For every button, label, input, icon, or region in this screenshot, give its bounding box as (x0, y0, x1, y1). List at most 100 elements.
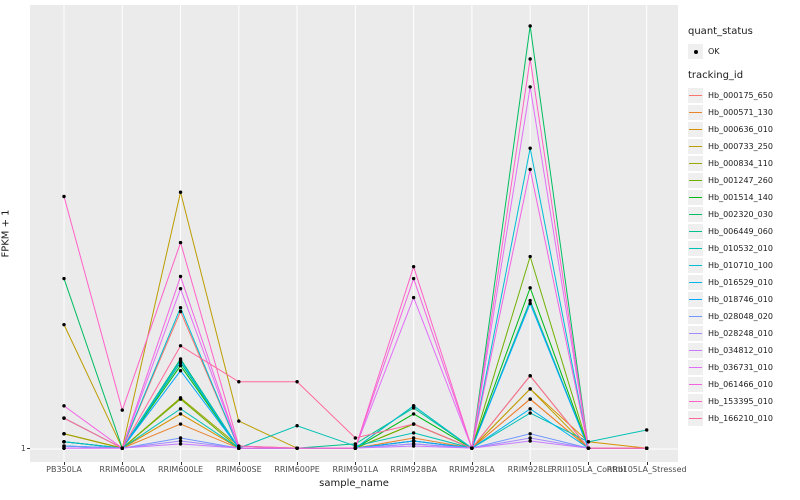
legend-quant-status: quant_status OK (688, 26, 798, 60)
legend-key (688, 360, 703, 375)
data-point (353, 446, 358, 450)
data-point (62, 416, 66, 420)
x-axis-tick-label: RRIM928BA (390, 465, 437, 474)
data-point (411, 444, 416, 448)
data-point (120, 446, 124, 450)
legend-item-label: Hb_036731_010 (708, 363, 773, 372)
data-point (62, 404, 66, 408)
legend-key (688, 224, 703, 239)
legend-item: Hb_166210_010 (688, 410, 798, 427)
legend: quant_status OK tracking_id Hb_000175_65… (688, 26, 798, 427)
legend-line-swatch (689, 315, 702, 318)
data-point (586, 440, 591, 444)
x-axis-tick-mark (588, 462, 590, 465)
data-point (237, 380, 241, 384)
legend-line-swatch (689, 332, 702, 335)
legend-item-label: Hb_000834_110 (708, 159, 773, 168)
legend-line-swatch (689, 111, 702, 114)
x-axis-tick-label: RRII105LA_Stressed (606, 465, 687, 474)
legend-item-label: Hb_153395_010 (708, 397, 773, 406)
legend-item-label: OK (708, 47, 720, 56)
data-point (178, 274, 183, 279)
legend-line-swatch (689, 349, 702, 352)
data-point (178, 363, 183, 368)
data-point (178, 412, 183, 416)
data-point (178, 439, 183, 443)
data-point (62, 446, 66, 450)
legend-item: Hb_010710_100 (688, 257, 798, 274)
legend-key (688, 241, 703, 256)
x-axis-tick-label: RRIM600PE (274, 465, 320, 474)
legend-key (688, 394, 703, 409)
legend-item: Hb_000636_010 (688, 121, 798, 138)
x-axis-tick-label: RRIM600SE (215, 465, 262, 474)
legend-item-label: Hb_010710_100 (708, 261, 773, 270)
x-axis-tick-mark (355, 462, 357, 465)
x-axis-title: sample_name (319, 478, 389, 489)
legend-title-quant-status: quant_status (688, 26, 753, 37)
data-point (411, 439, 416, 443)
data-point (528, 57, 532, 61)
data-point (237, 419, 241, 423)
legend-line-swatch (689, 247, 702, 250)
data-point (178, 407, 183, 411)
legend-line-swatch (689, 383, 702, 386)
x-axis-tick-label: RRII105LA_Control (551, 465, 626, 474)
legend-item-label: Hb_018746_010 (708, 295, 773, 304)
legend-item-label: Hb_010532_010 (708, 244, 773, 253)
data-point (528, 407, 532, 411)
data-point (528, 24, 532, 28)
legend-item: Hb_002320_030 (688, 206, 798, 223)
data-point (528, 436, 532, 440)
data-point (528, 146, 532, 150)
data-point (295, 446, 299, 450)
y-axis-tick-label: 1 (20, 444, 26, 453)
data-point (353, 436, 358, 440)
x-axis-tick-mark (530, 462, 532, 465)
x-axis-tick-mark (646, 462, 648, 465)
data-point (528, 397, 532, 401)
y-axis-title: FPKM + 1 (0, 209, 12, 258)
data-point (178, 442, 183, 446)
legend-item-label: Hb_001514_140 (708, 193, 773, 202)
legend-tracking-id: tracking_id Hb_000175_650 Hb_000571_130 Hb… (688, 70, 798, 427)
data-point (411, 422, 416, 426)
data-point (178, 369, 183, 373)
legend-item: Hb_153395_010 (688, 393, 798, 410)
legend-title-tracking-id: tracking_id (688, 70, 744, 81)
data-point (295, 380, 299, 384)
data-point (528, 439, 532, 443)
data-point (237, 444, 241, 448)
legend-key (688, 173, 703, 188)
x-axis-tick-mark (297, 462, 299, 465)
legend-item-ok: OK (688, 43, 798, 60)
data-point (411, 276, 416, 281)
legend-key (688, 275, 703, 290)
data-point (528, 85, 532, 89)
legend-line-swatch (689, 400, 702, 403)
legend-line-swatch (689, 213, 702, 216)
legend-item: Hb_028248_010 (688, 325, 798, 342)
legend-line-swatch (689, 230, 702, 233)
legend-item-label: Hb_001247_260 (708, 176, 773, 185)
legend-item-label: Hb_166210_010 (708, 414, 773, 423)
legend-key (688, 411, 703, 426)
data-point (470, 446, 474, 450)
data-point (528, 387, 532, 391)
legend-item: Hb_001514_140 (688, 189, 798, 206)
legend-key (688, 377, 703, 392)
data-point (528, 167, 532, 172)
data-point (528, 254, 532, 259)
data-point (528, 374, 532, 378)
x-axis-tick-label: RRIM928LA (448, 465, 495, 474)
legend-item: Hb_034812_010 (688, 342, 798, 359)
data-point (62, 322, 66, 327)
y-axis-tick-mark (27, 448, 30, 449)
legend-item-label: Hb_006449_060 (708, 227, 773, 236)
legend-item-label: Hb_000733_250 (708, 142, 773, 151)
legend-key (688, 122, 703, 137)
data-point (178, 436, 183, 440)
x-axis-tick-mark (238, 462, 240, 465)
legend-line-swatch (689, 366, 702, 369)
